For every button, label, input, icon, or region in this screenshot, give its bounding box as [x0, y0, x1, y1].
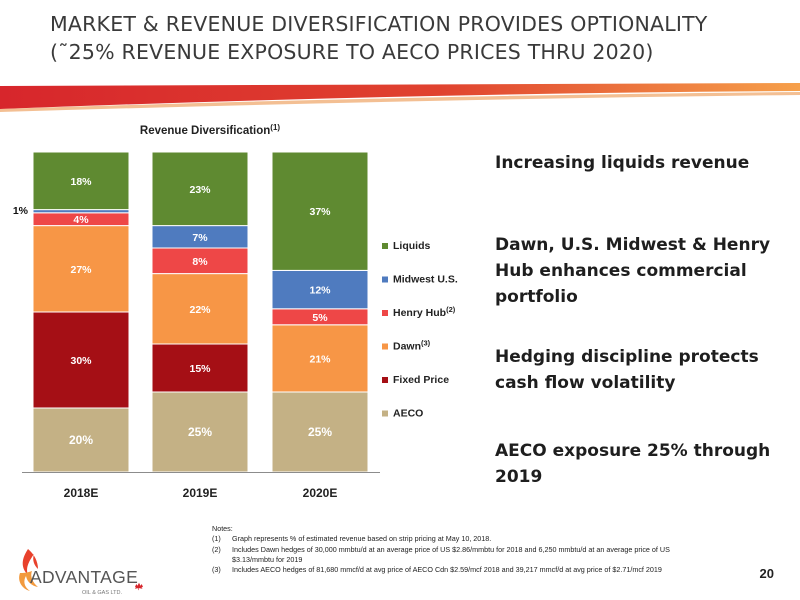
company-logo: ADVANTAGE OIL & GAS LTD. [19, 549, 143, 596]
logo-subtitle: OIL & GAS LTD. [82, 590, 123, 596]
legend-swatch [382, 410, 388, 417]
footnotes: Notes: (1) Graph represents % of estimat… [212, 524, 692, 575]
chart-title: Revenue Diversification(1) [140, 123, 281, 137]
data-label: 23% [189, 184, 211, 196]
data-label: 8% [192, 256, 208, 268]
bar-segment-fixed-price [32, 311, 130, 409]
bar-segment-liquids [32, 151, 130, 211]
legend-entry-liquids: Liquids [393, 240, 430, 252]
data-label: 1% [13, 205, 29, 217]
data-label: 27% [70, 264, 92, 276]
legend-swatch [382, 243, 388, 249]
legend-entry-aeco: AECO [393, 408, 423, 420]
bar-segment-liquids [151, 151, 249, 227]
note-text: Includes AECO hedges of 81,680 mmcf/d at… [232, 565, 662, 575]
legend-swatch [382, 276, 388, 283]
data-label: 5% [312, 312, 328, 324]
x-tick-label: 2019E [183, 486, 218, 500]
revenue-diversification-chart: Revenue Diversification(1) 20% 30% 27% 4% 1% 1… [13, 123, 458, 500]
legend-entry-dawn: Dawn(3) [393, 339, 431, 353]
legend-entry-fixed-price: Fixed Price [393, 374, 449, 386]
note-item: (3) Includes AECO hedges of 81,680 mmcf/… [212, 565, 692, 575]
bar-segment-fixed-price [151, 343, 249, 393]
maple-leaf-icon [134, 582, 143, 591]
title-line-2: (˜25% REVENUE EXPOSURE TO AECO PRICES TH… [50, 40, 654, 64]
bullet-hedging: Hedging discipline protects cash flow vo… [495, 347, 759, 393]
title-line-1: MARKET & REVENUE DIVERSIFICATION PROVIDE… [50, 12, 708, 36]
bullet-aeco-exposure: AECO exposure 25% through 2019 [495, 441, 771, 487]
data-label: 12% [309, 285, 331, 297]
decorative-swoosh [0, 83, 800, 112]
flame-icon [19, 549, 38, 591]
data-label: 20% [69, 433, 93, 447]
data-label: 21% [309, 353, 331, 365]
data-label: 18% [70, 176, 92, 188]
data-label: 25% [308, 425, 332, 439]
data-label: 7% [192, 232, 208, 244]
notes-heading: Notes: [212, 524, 233, 533]
bullet-commercial-portfolio: Dawn, U.S. Midwest & Henry Hub enhances … [495, 235, 771, 307]
bar-segment-dawn [271, 324, 369, 393]
note-item: (1) Graph represents % of estimated reve… [212, 534, 692, 544]
bar-segment-midwest-u-s [271, 269, 369, 310]
logo-wordmark: ADVANTAGE [30, 567, 138, 587]
legend-entry-midwest-u-s: Midwest U.S. [393, 274, 458, 286]
legend-swatch [382, 343, 388, 350]
legend-swatch [382, 377, 388, 383]
bullet-liquids: Increasing liquids revenue [495, 153, 750, 173]
data-label: 37% [309, 206, 331, 218]
page-number: 20 [759, 566, 774, 581]
bar-segment-dawn [151, 273, 249, 345]
note-number: (2) [212, 544, 221, 554]
note-item: (2) Includes Dawn hedges of 30,000 mmbtu… [212, 545, 692, 566]
bar-segment-aeco [32, 407, 130, 473]
bar-segment-liquids [271, 151, 369, 271]
data-label: 22% [189, 304, 211, 316]
legend-entry-henry-hub: Henry Hub(2) [393, 305, 456, 319]
data-label: 15% [189, 363, 211, 375]
x-tick-label: 2018E [64, 486, 99, 500]
note-text: Includes Dawn hedges of 30,000 mmbtu/d a… [232, 544, 670, 564]
legend-swatch [382, 310, 388, 316]
note-text: Graph represents % of estimated revenue … [232, 534, 492, 544]
data-label: 25% [188, 425, 212, 439]
note-number: (3) [212, 565, 221, 575]
data-label: 30% [70, 355, 92, 367]
x-tick-label: 2020E [303, 486, 338, 500]
note-number: (1) [212, 534, 221, 544]
data-label: 4% [73, 214, 89, 226]
slide-title: MARKET & REVENUE DIVERSIFICATION PROVIDE… [50, 10, 790, 66]
